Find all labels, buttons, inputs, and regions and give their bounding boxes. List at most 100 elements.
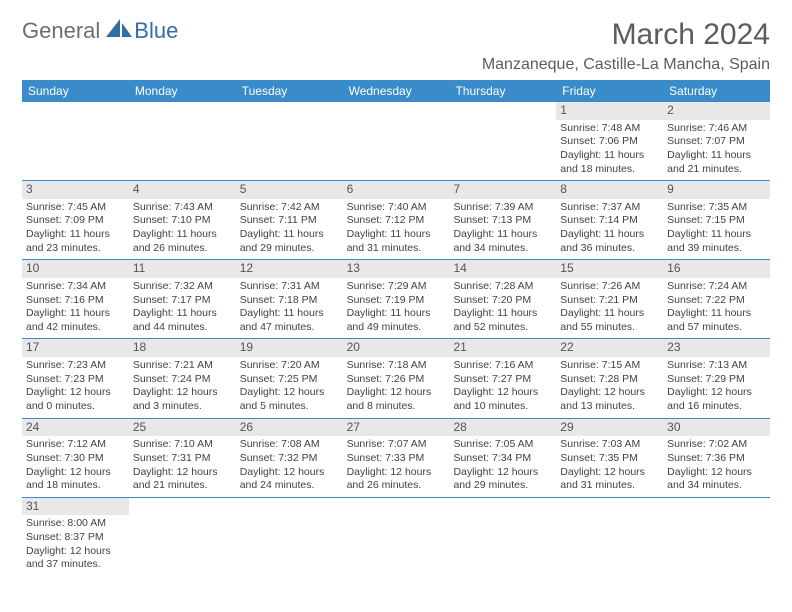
day1-text: Daylight: 12 hours: [453, 386, 552, 400]
calendar-day-cell: 25Sunrise: 7:10 AMSunset: 7:31 PMDayligh…: [129, 419, 236, 497]
day1-text: Daylight: 12 hours: [667, 386, 766, 400]
day2-text: and 34 minutes.: [453, 242, 552, 256]
sunset-text: Sunset: 7:35 PM: [560, 452, 659, 466]
day2-text: and 26 minutes.: [347, 479, 446, 493]
sunset-text: Sunset: 7:21 PM: [560, 294, 659, 308]
calendar-row: 1Sunrise: 7:48 AMSunset: 7:06 PMDaylight…: [22, 102, 770, 181]
sunset-text: Sunset: 7:29 PM: [667, 373, 766, 387]
sunset-text: Sunset: 7:06 PM: [560, 135, 659, 149]
day1-text: Daylight: 12 hours: [26, 386, 125, 400]
day-number: 23: [663, 339, 770, 357]
day2-text: and 29 minutes.: [240, 242, 339, 256]
day2-text: and 3 minutes.: [133, 400, 232, 414]
day1-text: Daylight: 11 hours: [560, 307, 659, 321]
sunrise-text: Sunrise: 8:00 AM: [26, 517, 125, 531]
day-number: 16: [663, 260, 770, 278]
day-number: 15: [556, 260, 663, 278]
sunset-text: Sunset: 7:33 PM: [347, 452, 446, 466]
calendar-day-cell: 10Sunrise: 7:34 AMSunset: 7:16 PMDayligh…: [22, 260, 129, 338]
title-block: March 2024 Manzaneque, Castille-La Manch…: [482, 18, 770, 74]
day-number: 25: [129, 419, 236, 437]
day2-text: and 21 minutes.: [133, 479, 232, 493]
weekday-header-row: SundayMondayTuesdayWednesdayThursdayFrid…: [22, 80, 770, 102]
day1-text: Daylight: 11 hours: [347, 228, 446, 242]
sunset-text: Sunset: 7:17 PM: [133, 294, 232, 308]
calendar-empty-cell: [129, 498, 236, 576]
header: General Blue March 2024 Manzaneque, Cast…: [0, 0, 792, 80]
day-number: 28: [449, 419, 556, 437]
calendar-row: 31Sunrise: 8:00 AMSunset: 8:37 PMDayligh…: [22, 498, 770, 576]
day1-text: Daylight: 12 hours: [133, 466, 232, 480]
sunset-text: Sunset: 7:23 PM: [26, 373, 125, 387]
calendar-day-cell: 8Sunrise: 7:37 AMSunset: 7:14 PMDaylight…: [556, 181, 663, 259]
day-number: 9: [663, 181, 770, 199]
day-number: 8: [556, 181, 663, 199]
day2-text: and 36 minutes.: [560, 242, 659, 256]
day1-text: Daylight: 12 hours: [453, 466, 552, 480]
sunrise-text: Sunrise: 7:15 AM: [560, 359, 659, 373]
day2-text: and 31 minutes.: [560, 479, 659, 493]
sunset-text: Sunset: 7:36 PM: [667, 452, 766, 466]
calendar-day-cell: 27Sunrise: 7:07 AMSunset: 7:33 PMDayligh…: [343, 419, 450, 497]
calendar-day-cell: 1Sunrise: 7:48 AMSunset: 7:06 PMDaylight…: [556, 102, 663, 180]
day1-text: Daylight: 11 hours: [133, 228, 232, 242]
day2-text: and 55 minutes.: [560, 321, 659, 335]
day1-text: Daylight: 11 hours: [133, 307, 232, 321]
day2-text: and 57 minutes.: [667, 321, 766, 335]
sunrise-text: Sunrise: 7:26 AM: [560, 280, 659, 294]
calendar-day-cell: 11Sunrise: 7:32 AMSunset: 7:17 PMDayligh…: [129, 260, 236, 338]
day1-text: Daylight: 11 hours: [667, 228, 766, 242]
day1-text: Daylight: 11 hours: [240, 307, 339, 321]
sunset-text: Sunset: 7:18 PM: [240, 294, 339, 308]
sunset-text: Sunset: 7:31 PM: [133, 452, 232, 466]
sunset-text: Sunset: 7:13 PM: [453, 214, 552, 228]
sunset-text: Sunset: 7:28 PM: [560, 373, 659, 387]
day1-text: Daylight: 11 hours: [667, 307, 766, 321]
day1-text: Daylight: 11 hours: [240, 228, 339, 242]
day-number: 1: [556, 102, 663, 120]
sunrise-text: Sunrise: 7:20 AM: [240, 359, 339, 373]
calendar-day-cell: 14Sunrise: 7:28 AMSunset: 7:20 PMDayligh…: [449, 260, 556, 338]
calendar-day-cell: 26Sunrise: 7:08 AMSunset: 7:32 PMDayligh…: [236, 419, 343, 497]
day2-text: and 44 minutes.: [133, 321, 232, 335]
day2-text: and 21 minutes.: [667, 163, 766, 177]
sunrise-text: Sunrise: 7:39 AM: [453, 201, 552, 215]
day1-text: Daylight: 11 hours: [667, 149, 766, 163]
sunset-text: Sunset: 7:09 PM: [26, 214, 125, 228]
sunrise-text: Sunrise: 7:46 AM: [667, 122, 766, 136]
sunset-text: Sunset: 7:20 PM: [453, 294, 552, 308]
day1-text: Daylight: 11 hours: [453, 307, 552, 321]
day2-text: and 18 minutes.: [26, 479, 125, 493]
weekday-header-cell: Friday: [556, 84, 663, 98]
calendar-day-cell: 18Sunrise: 7:21 AMSunset: 7:24 PMDayligh…: [129, 339, 236, 417]
day-number: 2: [663, 102, 770, 120]
day2-text: and 13 minutes.: [560, 400, 659, 414]
day1-text: Daylight: 12 hours: [26, 545, 125, 559]
day1-text: Daylight: 11 hours: [26, 307, 125, 321]
calendar-empty-cell: [556, 498, 663, 576]
day1-text: Daylight: 12 hours: [240, 386, 339, 400]
day1-text: Daylight: 12 hours: [133, 386, 232, 400]
sunrise-text: Sunrise: 7:32 AM: [133, 280, 232, 294]
calendar-day-cell: 21Sunrise: 7:16 AMSunset: 7:27 PMDayligh…: [449, 339, 556, 417]
day2-text: and 23 minutes.: [26, 242, 125, 256]
sunset-text: Sunset: 7:10 PM: [133, 214, 232, 228]
day2-text: and 37 minutes.: [26, 558, 125, 572]
day2-text: and 29 minutes.: [453, 479, 552, 493]
calendar-row: 17Sunrise: 7:23 AMSunset: 7:23 PMDayligh…: [22, 339, 770, 418]
sunset-text: Sunset: 7:30 PM: [26, 452, 125, 466]
day-number: 10: [22, 260, 129, 278]
sunrise-text: Sunrise: 7:23 AM: [26, 359, 125, 373]
day2-text: and 49 minutes.: [347, 321, 446, 335]
day-number: 13: [343, 260, 450, 278]
sunset-text: Sunset: 7:19 PM: [347, 294, 446, 308]
sunset-text: Sunset: 7:25 PM: [240, 373, 339, 387]
day-number: 14: [449, 260, 556, 278]
sunset-text: Sunset: 8:37 PM: [26, 531, 125, 545]
sunrise-text: Sunrise: 7:13 AM: [667, 359, 766, 373]
sunrise-text: Sunrise: 7:16 AM: [453, 359, 552, 373]
day1-text: Daylight: 11 hours: [26, 228, 125, 242]
day2-text: and 47 minutes.: [240, 321, 339, 335]
day-number: 4: [129, 181, 236, 199]
sunrise-text: Sunrise: 7:24 AM: [667, 280, 766, 294]
